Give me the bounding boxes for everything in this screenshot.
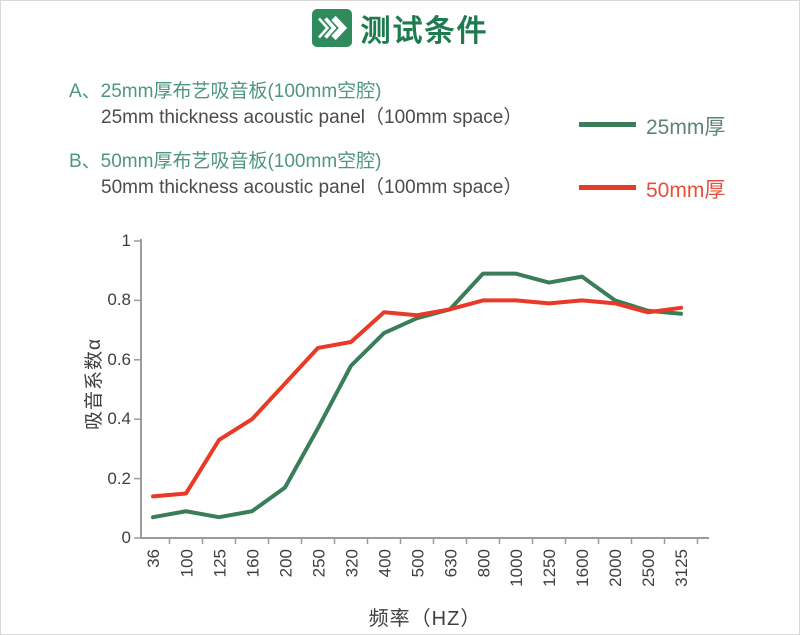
panel-b-label-en: 50mm thickness acoustic panel（100mm spac… <box>101 177 523 198</box>
page-title: 测试条件 <box>360 15 489 48</box>
y-tick-label: 0.4 <box>107 409 131 429</box>
y-tick-label: 0.8 <box>107 290 131 310</box>
y-tick-label: 0.2 <box>107 468 131 488</box>
y-tick-label: 0 <box>121 528 131 547</box>
legend-label-25mm: 25mm厚 <box>646 116 726 139</box>
chevrons-right-icon <box>311 9 352 47</box>
series-line-25mm厚 <box>151 271 683 520</box>
y-tick-label: 0.6 <box>107 349 131 369</box>
panel-a-label-en: 25mm thickness acoustic panel（100mm spac… <box>101 107 523 128</box>
axis-lines <box>140 239 709 539</box>
page-header: 测试条件 <box>1 6 799 50</box>
legend-label-50mm: 50mm厚 <box>646 179 726 202</box>
legend-swatch <box>579 185 636 190</box>
series-line-50mm厚 <box>151 298 683 499</box>
legend-swatch <box>579 122 636 127</box>
panel-b-label-cn: B、50mm厚布艺吸音板(100mm空腔) <box>69 151 382 172</box>
panel-a-label-cn: A、25mm厚布艺吸音板(100mm空腔) <box>69 81 382 102</box>
y-tick-label: 1 <box>121 231 131 250</box>
x-axis-title: 频率（HZ） <box>368 608 482 630</box>
